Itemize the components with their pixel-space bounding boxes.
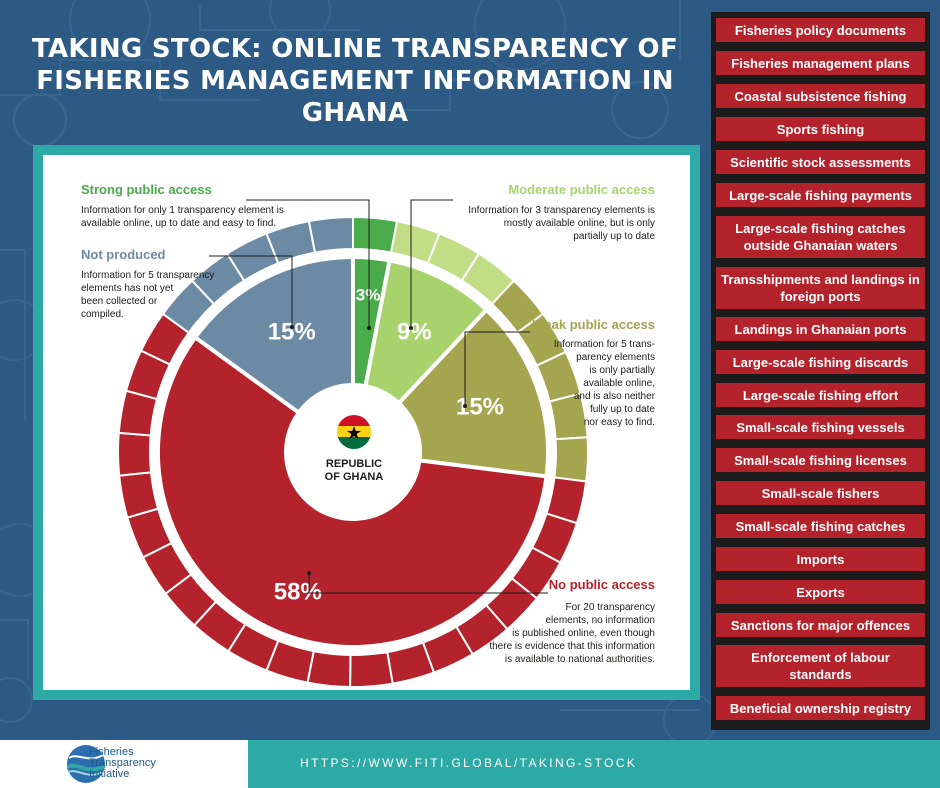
desc-strong-line-2: available online, up to date and easy to…: [81, 218, 277, 229]
sidebar-item: Large-scale fishing effort: [716, 383, 925, 407]
desc-moderate-line-1: Information for 3 transparency elements …: [468, 205, 655, 216]
value-label-no-public-access: 58%: [274, 578, 322, 605]
desc-nopublic-line-1: For 20 transparency: [565, 602, 656, 613]
fiti-logo-icon: [67, 745, 105, 783]
desc-nopublic-line-3: is published online, even though: [512, 628, 655, 639]
value-labels: 3%9%15%58%15%: [268, 286, 504, 606]
sidebar-item: Fisheries policy documents: [716, 18, 925, 42]
sidebar-item: Small-scale fishers: [716, 481, 925, 505]
leader-lines: [209, 199, 548, 594]
desc-notproduced: Information for 5 transparency elements …: [81, 269, 281, 321]
ghana-flag-icon: [337, 415, 371, 449]
desc-weak-line-3: is only partially: [589, 365, 655, 376]
sidebar-item: Transshipments and landings in foreign p…: [716, 267, 925, 309]
leader-line-notproduced: [209, 255, 293, 327]
footer-url-link[interactable]: HTTPS://WWW.FITI.GLOBAL/TAKING-STOCK: [300, 756, 638, 770]
desc-moderate: Information for 3 transparency elements …: [425, 204, 655, 243]
desc-nopublic-line-2: elements, no information: [545, 615, 655, 626]
sidebar-item: Sports fishing: [716, 117, 925, 141]
desc-notproduced-line-1: Information for 5 transparency: [81, 270, 215, 281]
sidebar-item: Enforcement of labour standards: [716, 645, 925, 687]
desc-strong-line-1: Information for only 1 transparency elem…: [81, 205, 284, 216]
sidebar-item: Coastal subsistence fishing: [716, 84, 925, 108]
footer-logo-area: Fisheries Transparency Initiative: [0, 740, 248, 788]
sidebar-item: Small-scale fishing licenses: [716, 448, 925, 472]
background-pattern: [0, 0, 717, 740]
desc-weak-line-4: available online,: [583, 378, 655, 389]
desc-weak-line-6: fully up to date: [589, 404, 655, 415]
outer-segment-no-public-access: [349, 650, 394, 688]
sidebar-item: Landings in Ghanaian ports: [716, 317, 925, 341]
sidebar-item: Large-scale fishing discards: [716, 350, 925, 374]
outer-segment-no-public-access: [117, 431, 153, 477]
label-moderate: Moderate public access: [508, 182, 655, 197]
chart-panel: REPUBLIC OF GHANA 3% 9% 15% 58% 15% Strong p…: [33, 145, 700, 700]
sidebar-item: Scientific stock assessments: [716, 150, 925, 174]
donut-chart: REPUBLIC OF GHANA 3%9%15%58%15%: [117, 199, 589, 688]
chart-panel-inner: REPUBLIC OF GHANA 3% 9% 15% 58% 15% Strong p…: [43, 155, 690, 690]
desc-notproduced-line-4: compiled.: [81, 309, 124, 320]
desc-weak-line-5: and is also neither: [573, 391, 655, 402]
leader-line-nopublic: [308, 573, 548, 594]
outer-segment-weak-public-access: [553, 436, 589, 483]
desc-nopublic: For 20 transparency elements, no informa…: [415, 601, 655, 666]
logo-line-1: Fisheries: [89, 746, 134, 758]
desc-strong: Information for only 1 transparency elem…: [81, 204, 351, 230]
logo-line-3: Initiative: [89, 768, 130, 780]
center-label-line-2: OF GHANA: [325, 471, 384, 483]
desc-weak-line-1: Information for 5 trans-: [553, 339, 655, 350]
sidebar-item: Large-scale fishing payments: [716, 183, 925, 207]
outer-segment-not-produced: [307, 215, 354, 254]
outer-segment-no-public-access: [306, 649, 352, 688]
label-strong: Strong public access: [81, 182, 212, 197]
desc-weak: Information for 5 trans- parency element…: [525, 338, 655, 429]
page-title: TAKING STOCK: ONLINE TRANSPARENCY OF FIS…: [10, 33, 700, 129]
outer-segment-strong-public-access: [352, 215, 399, 254]
sidebar-item: Beneficial ownership registry: [716, 696, 925, 720]
title-line-1: TAKING STOCK: ONLINE TRANSPARENCY OF: [31, 34, 679, 64]
logo-line-2: Transparency: [89, 757, 156, 769]
center-label-line-1: REPUBLIC: [326, 458, 382, 470]
inner-ring: [156, 254, 550, 649]
leader-line-weak: [464, 331, 530, 406]
desc-nopublic-line-5: is available to national authorities.: [504, 654, 655, 665]
value-label-moderate-public-access: 9%: [397, 319, 432, 346]
leader-line-strong: [246, 199, 370, 328]
desc-weak-line-2: parency elements: [576, 352, 655, 363]
logo-text: Fisheries Transparency Initiative: [89, 747, 156, 780]
label-weak: Weak public access: [532, 317, 655, 332]
outer-ring: [117, 215, 589, 688]
sidebar-item: Large-scale fishing catches outside Ghan…: [716, 216, 925, 258]
desc-notproduced-line-3: been collected or: [81, 296, 158, 307]
sidebar-elements-list: Fisheries policy documents Fisheries man…: [711, 12, 930, 730]
center-hole: [286, 385, 420, 519]
value-label-strong-public-access: 3%: [356, 286, 381, 305]
sidebar-item: Small-scale fishing catches: [716, 514, 925, 538]
sidebar-item: Exports: [716, 580, 925, 604]
desc-moderate-line-3: partially up to date: [573, 231, 655, 242]
desc-nopublic-line-4: there is evidence that this information: [489, 641, 655, 652]
label-notproduced: Not produced: [81, 247, 166, 262]
footer-url-bar: HTTPS://WWW.FITI.GLOBAL/TAKING-STOCK: [248, 740, 940, 788]
desc-moderate-line-2: mostly available online, but is only: [503, 218, 655, 229]
leader-line-moderate: [410, 199, 453, 328]
sidebar-item: Fisheries management plans: [716, 51, 925, 75]
sidebar-item: Imports: [716, 547, 925, 571]
label-nopublic: No public access: [548, 577, 655, 592]
desc-notproduced-line-2: elements has not yet: [81, 283, 174, 294]
desc-weak-line-7: nor easy to find.: [583, 417, 655, 428]
sidebar-item: Small-scale fishing vessels: [716, 415, 925, 439]
outer-segment-no-public-access: [118, 471, 160, 519]
title-line-2: FISHERIES MANAGEMENT INFORMATION IN GHAN…: [36, 66, 674, 128]
sidebar-item: Sanctions for major offences: [716, 613, 925, 637]
